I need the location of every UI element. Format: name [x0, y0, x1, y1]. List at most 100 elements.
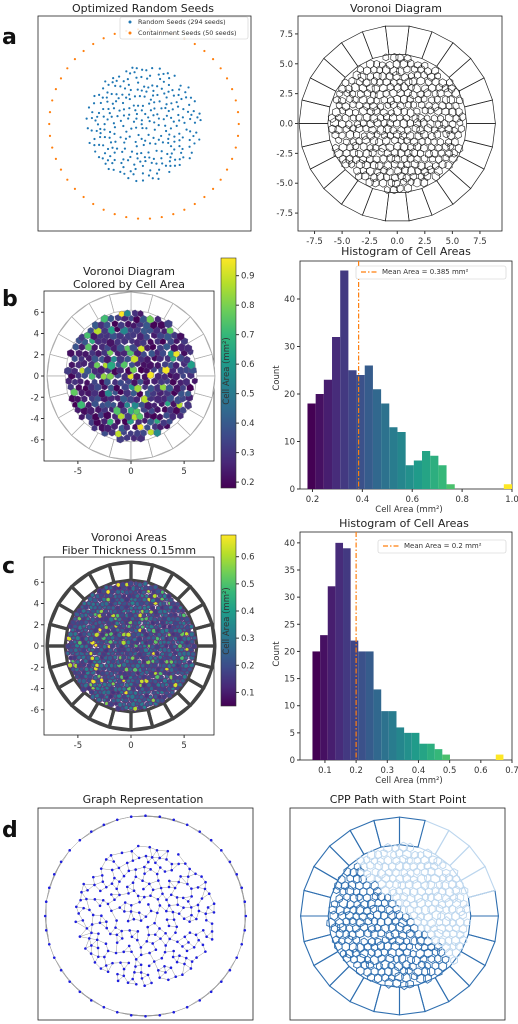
- cpp-path-cell: [448, 918, 457, 928]
- graph-edge: [107, 963, 113, 972]
- random-seed-point: [143, 95, 146, 98]
- y-tick-label: 0: [290, 756, 295, 766]
- graph-edge: [131, 911, 140, 913]
- voronoi-cell: [381, 64, 390, 75]
- graph-edge: [137, 939, 142, 948]
- voronoi-cell: [454, 130, 462, 139]
- graph-node: [186, 882, 189, 886]
- voronoi-cell: [428, 143, 436, 151]
- graph-edge: [158, 880, 162, 889]
- voronoi-cell: [388, 109, 395, 117]
- colorbar-tick-label: 0.7: [241, 331, 255, 341]
- random-seed-point: [87, 106, 91, 109]
- graph-node: [126, 919, 130, 923]
- voronoi-cell: [341, 102, 351, 112]
- random-seed-point: [148, 102, 151, 105]
- voronoi-cell: [424, 136, 432, 146]
- panel-b-left-cell: [85, 400, 92, 409]
- graph-edge: [85, 938, 90, 949]
- cpp-path-cell: [428, 855, 438, 865]
- cpp-path-cell: [431, 947, 440, 957]
- graph-node: [78, 935, 82, 938]
- panel-letter-d: d: [2, 818, 18, 843]
- voronoi-cell: [411, 114, 420, 123]
- voronoi-cell: [331, 143, 340, 153]
- voronoi-cell: [356, 89, 365, 99]
- voronoi-cell: [349, 100, 357, 109]
- containment-seed-point: [54, 88, 57, 91]
- graph-node: [105, 920, 108, 924]
- panel-c-left-cell: [116, 631, 123, 639]
- random-seed-point: [106, 118, 109, 121]
- cpp-path-cell: [431, 898, 439, 907]
- cpp-path-cell: [351, 924, 360, 933]
- panel-b-left-cell: [128, 361, 135, 369]
- voronoi-cell: [404, 77, 413, 87]
- graph-edge: [79, 936, 90, 939]
- graph-node: [165, 909, 168, 913]
- random-seed-point: [167, 90, 170, 93]
- graph-node: [187, 941, 190, 944]
- graph-edge: [168, 976, 176, 981]
- random-seed-point: [141, 68, 144, 71]
- panel-c-left-cell: [94, 655, 100, 662]
- voronoi-cell: [397, 125, 406, 136]
- random-seed-point: [160, 134, 163, 138]
- random-seed-point: [133, 163, 136, 166]
- panel-b-left-cell: [123, 434, 131, 442]
- random-seed-point: [158, 67, 161, 70]
- random-seed-point: [123, 87, 127, 90]
- voronoi-cell: [389, 113, 398, 123]
- panel-c-left-cell: [89, 655, 96, 662]
- panel-c-left-cell: [166, 632, 172, 638]
- graph-edge: [80, 892, 82, 901]
- panel-c-left-cell: [147, 584, 154, 592]
- graph-node: [176, 903, 179, 907]
- random-seed-point: [153, 121, 156, 124]
- random-seed-point: [101, 87, 105, 90]
- graph-edge: [101, 915, 107, 922]
- random-seed-point: [111, 102, 114, 105]
- graph-node: [99, 967, 103, 970]
- cpp-path-cell: [366, 899, 376, 910]
- random-seed-point: [123, 147, 127, 150]
- graph-node: [195, 956, 198, 959]
- x-tick-label: 0.7: [505, 766, 518, 776]
- cpp-path-cell: [430, 873, 440, 884]
- panel-c-left-cell: [188, 631, 195, 638]
- panel-b-left-cell: [74, 395, 81, 404]
- random-seed-point: [133, 71, 136, 74]
- random-seed-point: [161, 141, 165, 144]
- cpp-path-cell: [404, 856, 413, 865]
- y-tick-label: 5.0: [279, 60, 293, 70]
- graph-node: [149, 894, 152, 897]
- graph-node: [204, 950, 207, 953]
- cpp-path-cell: [449, 868, 459, 878]
- graph-node: [120, 851, 124, 855]
- random-seed-point: [140, 75, 143, 79]
- graph-node: [205, 935, 208, 939]
- panel-b-left-cell: [107, 361, 116, 371]
- random-seed-point: [127, 177, 130, 180]
- graph-node: [110, 909, 113, 913]
- voronoi-cell: [411, 159, 420, 169]
- random-seed-point: [120, 161, 123, 165]
- voronoi-cell: [455, 143, 464, 154]
- random-seed-point: [102, 107, 105, 111]
- graph-node: [100, 914, 103, 918]
- voronoi-cell: [390, 185, 399, 195]
- panel-b-right-bar: [372, 389, 382, 489]
- graph-node: [244, 914, 248, 918]
- graph-node: [177, 862, 180, 866]
- y-tick-label: 40: [284, 539, 295, 549]
- panel-c-left-cell: [145, 620, 151, 626]
- graph-node: [47, 886, 51, 890]
- cpp-path-cell: [441, 955, 450, 964]
- voronoi-cell: [381, 119, 389, 128]
- panel-b-left-cell: [134, 384, 142, 393]
- random-seed-point: [98, 93, 101, 97]
- voronoi-cell: [358, 95, 368, 105]
- cpp-path-cell: [444, 873, 453, 883]
- panel-b-left-cell: [182, 377, 191, 387]
- panel-c-left-cell: [144, 593, 149, 599]
